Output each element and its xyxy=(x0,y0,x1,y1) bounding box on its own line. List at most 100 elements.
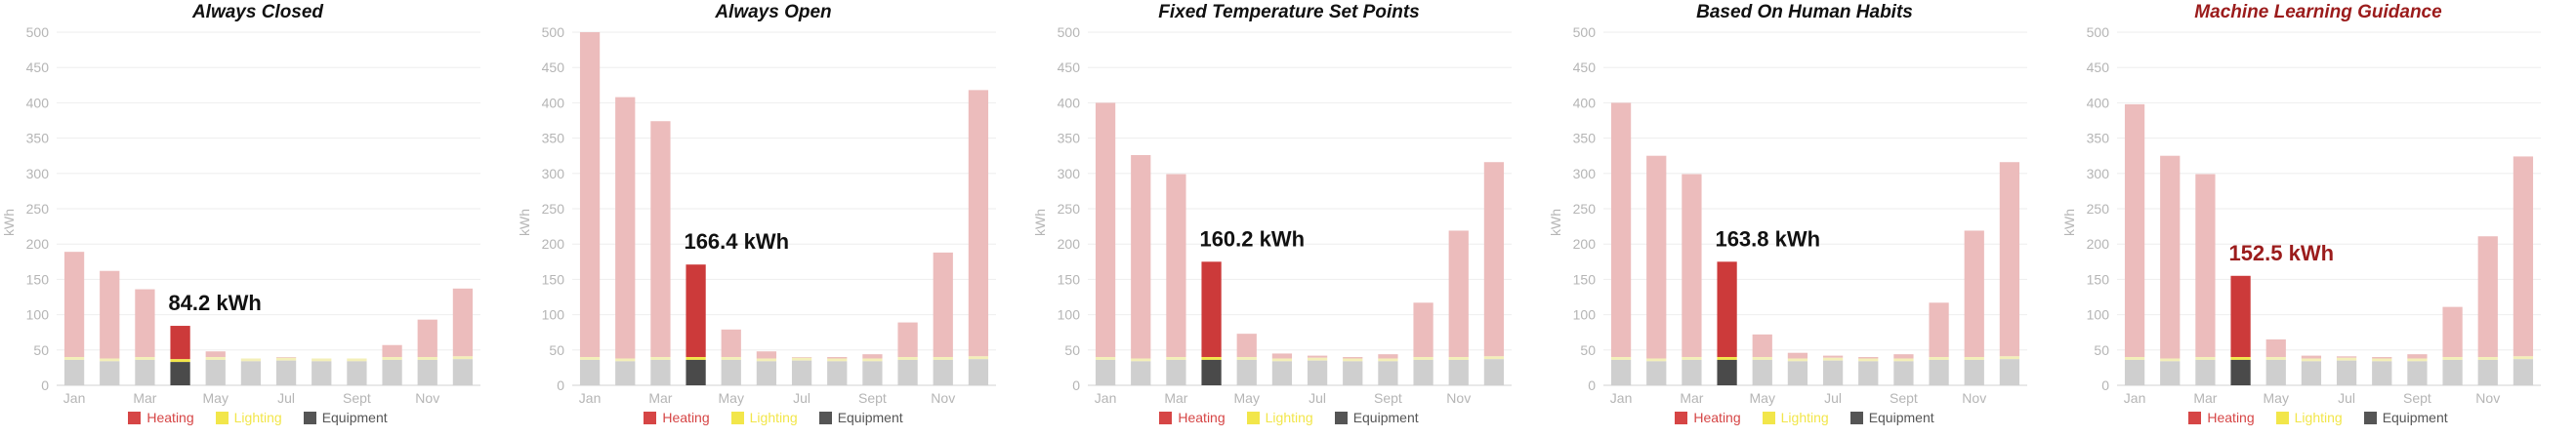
heating-bar-mar xyxy=(2195,174,2216,358)
lighting-bar-oct xyxy=(2442,357,2463,360)
equipment-bar-dec xyxy=(1999,359,2020,385)
legend-swatch xyxy=(1762,411,1775,424)
x-tick-label: Jul xyxy=(793,390,810,406)
equipment-bar-feb xyxy=(1646,361,1667,385)
equipment-bar-jul xyxy=(791,360,812,385)
heating-bar-nov xyxy=(2477,236,2498,358)
lighting-bar-mar xyxy=(2195,357,2216,360)
heating-bar-may xyxy=(1236,334,1257,358)
equipment-bar-sep xyxy=(2407,361,2428,385)
lighting-bar-dec xyxy=(1483,356,1505,360)
legend-label: Equipment xyxy=(837,410,903,425)
legend-item-equipment: Equipment xyxy=(1334,410,1419,425)
equipment-bar-dec xyxy=(2513,359,2534,385)
heating-bar-sep xyxy=(1893,354,1914,359)
y-tick-label: 350 xyxy=(26,131,50,146)
x-tick-label: Nov xyxy=(931,390,955,406)
heating-bar-jun xyxy=(1787,352,1808,359)
chart-plot: 0 50 100 150 200 250 300 350 400 450 500 kWh Jan Mar 1… xyxy=(1032,24,1512,406)
legend-item-equipment: Equipment xyxy=(2363,410,2448,425)
equipment-bar-jul xyxy=(2336,360,2357,385)
highlight-annotation: 163.8 kWh xyxy=(1715,226,1820,251)
heating-bar-dec xyxy=(1999,162,2020,357)
equipment-bar-aug xyxy=(1343,361,1363,385)
heating-bar-feb xyxy=(1646,155,1667,359)
x-tick-label: Jan xyxy=(63,390,86,406)
equipment-bar-feb xyxy=(615,361,636,385)
heating-bar-oct xyxy=(1413,302,1433,358)
legend-label: Heating xyxy=(1178,410,1226,425)
y-tick-label: 250 xyxy=(26,201,50,217)
heating-bar-feb xyxy=(1131,154,1151,359)
heating-bar-aug xyxy=(827,357,848,359)
chart-title: Always Closed xyxy=(191,2,324,22)
legend-item-equipment: Equipment xyxy=(303,410,388,425)
equipment-bar-aug xyxy=(827,361,848,385)
legend-label: Equipment xyxy=(2382,410,2448,425)
equipment-bar-may xyxy=(205,359,226,385)
lighting-bar-apr xyxy=(1717,357,1737,360)
heating-bar-jan xyxy=(1095,102,1116,358)
heating-bar-apr xyxy=(170,326,190,360)
y-tick-label: 100 xyxy=(542,307,565,323)
equipment-bar-apr xyxy=(2230,359,2251,385)
y-tick-label: 350 xyxy=(1058,131,1081,146)
y-tick-label: 450 xyxy=(2087,60,2110,75)
legend-label: Heating xyxy=(146,410,194,425)
equipment-bar-may xyxy=(2265,359,2286,385)
y-tick-label: 50 xyxy=(33,342,49,358)
equipment-bar-dec xyxy=(1483,359,1505,385)
legend-swatch xyxy=(1246,411,1260,424)
legend-label: Heating xyxy=(662,410,710,425)
legend-swatch xyxy=(644,411,657,424)
legend-item-heating: Heating xyxy=(1159,410,1226,425)
lighting-bar-mar xyxy=(650,357,671,360)
equipment-bar-jul xyxy=(275,360,297,385)
y-tick-label: 300 xyxy=(2087,166,2110,181)
heating-bar-may xyxy=(205,351,226,358)
equipment-bar-aug xyxy=(2372,361,2392,385)
lighting-bar-may xyxy=(205,357,226,360)
lighting-bar-apr xyxy=(686,357,706,360)
equipment-bar-apr xyxy=(1717,359,1737,385)
lighting-bar-may xyxy=(721,357,741,360)
y-axis-label: kWh xyxy=(1,209,17,236)
legend-item-heating: Heating xyxy=(1675,410,1741,425)
equipment-bar-may xyxy=(1236,359,1257,385)
y-tick-label: 400 xyxy=(542,95,565,110)
y-tick-label: 400 xyxy=(26,95,50,110)
heating-bar-apr xyxy=(2230,275,2251,358)
y-tick-label: 450 xyxy=(1058,60,1081,75)
lighting-bar-jul xyxy=(275,357,297,361)
y-tick-label: 200 xyxy=(26,236,50,252)
lighting-bar-dec xyxy=(452,356,474,360)
legend-label: Heating xyxy=(2207,410,2255,425)
heating-bar-mar xyxy=(1682,174,1702,358)
heating-bar-dec xyxy=(452,288,474,357)
legend-swatch xyxy=(2363,411,2377,424)
legend-item-lighting: Lighting xyxy=(1762,410,1829,425)
x-tick-label: May xyxy=(2264,390,2289,406)
equipment-bar-dec xyxy=(452,359,474,385)
equipment-bar-nov xyxy=(933,359,953,385)
equipment-bar-sep xyxy=(862,361,883,385)
lighting-bar-dec xyxy=(968,356,989,360)
equipment-bar-feb xyxy=(100,361,120,385)
lighting-bar-jan xyxy=(1095,357,1116,360)
heating-bar-feb xyxy=(100,270,120,359)
y-tick-label: 300 xyxy=(26,166,50,181)
heating-bar-jul xyxy=(2336,356,2357,358)
legend-item-equipment: Equipment xyxy=(1849,410,1934,425)
lighting-bar-sep xyxy=(2407,358,2428,362)
legend-swatch xyxy=(2275,411,2289,424)
y-tick-label: 150 xyxy=(1058,271,1081,287)
heating-bar-jun xyxy=(756,351,777,359)
lighting-bar-sep xyxy=(347,358,367,362)
x-tick-label: Sept xyxy=(858,390,887,406)
legend-swatch xyxy=(215,411,229,424)
heating-bar-nov xyxy=(417,319,437,358)
equipment-bar-mar xyxy=(650,359,671,385)
chart-plot: 0 50 100 150 200 250 300 350 400 450 500 kWh Jan Mar 1… xyxy=(517,24,996,406)
y-axis-label: kWh xyxy=(1032,209,1048,236)
lighting-bar-feb xyxy=(1131,358,1151,362)
